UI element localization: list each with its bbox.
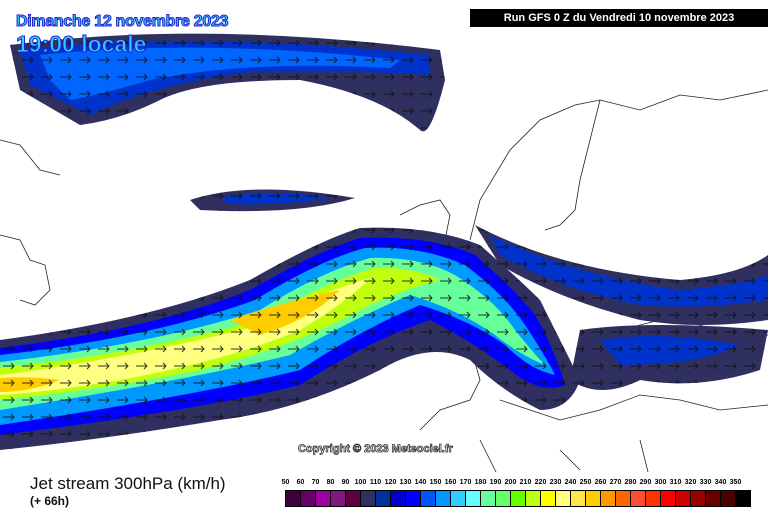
legend-label: 240: [564, 479, 577, 486]
legend-label: 350: [729, 479, 742, 486]
legend-label: 90: [341, 479, 350, 486]
legend-swatch: [391, 491, 406, 506]
legend-label: 290: [639, 479, 652, 486]
legend-label: 70: [311, 479, 320, 486]
legend-label: 250: [579, 479, 592, 486]
legend-swatch: [451, 491, 466, 506]
legend-swatch: [511, 491, 526, 506]
legend-label: 330: [699, 479, 712, 486]
legend-swatch: [346, 491, 361, 506]
color-legend: [285, 490, 751, 507]
legend-swatch: [571, 491, 586, 506]
legend-label: 150: [429, 479, 442, 486]
legend-label: 180: [474, 479, 487, 486]
legend-swatch: [301, 491, 316, 506]
legend-swatch: [601, 491, 616, 506]
legend-swatch: [556, 491, 571, 506]
legend-swatch: [406, 491, 421, 506]
legend-label: 60: [296, 479, 305, 486]
forecast-time: 19:00 locale: [15, 31, 147, 58]
legend-swatch: [706, 491, 721, 506]
legend-swatch: [376, 491, 391, 506]
legend-label: 200: [504, 479, 517, 486]
legend-label: 300: [654, 479, 667, 486]
legend-label: 310: [669, 479, 682, 486]
legend-label: 230: [549, 479, 562, 486]
legend-swatch: [481, 491, 496, 506]
legend-label: 260: [594, 479, 607, 486]
legend-label: 340: [714, 479, 727, 486]
legend-label: 160: [444, 479, 457, 486]
legend-label: 120: [384, 479, 397, 486]
legend-swatch: [421, 491, 436, 506]
legend-label: 190: [489, 479, 502, 486]
legend-labels: 50 60 70 80 90 100 110 120 130 140 150 160 170 180 190…: [278, 479, 743, 486]
legend-label: 270: [609, 479, 622, 486]
legend-swatch: [331, 491, 346, 506]
coastlines: [0, 89, 768, 481]
legend-swatch: [691, 491, 706, 506]
legend-swatch: [526, 491, 541, 506]
legend-label: 110: [369, 479, 382, 486]
wind-arrows: [0, 33, 768, 450]
legend-swatch: [316, 491, 331, 506]
legend-swatch: [436, 491, 451, 506]
legend-swatch: [286, 491, 301, 506]
legend-label: 280: [624, 479, 637, 486]
legend-swatch: [736, 491, 750, 506]
legend-label: 210: [519, 479, 532, 486]
legend-label: 170: [459, 479, 472, 486]
legend-label: 320: [684, 479, 697, 486]
legend-swatch: [676, 491, 691, 506]
legend-swatch: [586, 491, 601, 506]
copyright: Copyright © 2023 Meteociel.fr: [298, 443, 454, 456]
legend-label: 50: [281, 479, 290, 486]
legend-swatch: [466, 491, 481, 506]
legend-swatch: [661, 491, 676, 506]
legend-swatch: [541, 491, 556, 506]
lead-time: (+ 66h): [30, 494, 70, 508]
legend-swatch: [721, 491, 736, 506]
legend-label: 130: [399, 479, 412, 486]
legend-label: 140: [414, 479, 427, 486]
legend-label: 80: [326, 479, 335, 486]
legend-swatch: [361, 491, 376, 506]
run-info: Run GFS 0 Z du Vendredi 10 novembre 2023: [470, 9, 768, 27]
legend-swatch: [646, 491, 661, 506]
legend-label: 220: [534, 479, 547, 486]
legend-label: 100: [354, 479, 367, 486]
legend-swatch: [616, 491, 631, 506]
forecast-date: Dimanche 12 novembre 2023: [15, 13, 229, 31]
legend-swatch: [631, 491, 646, 506]
legend-swatch: [496, 491, 511, 506]
map-title: Jet stream 300hPa (km/h): [30, 474, 226, 493]
